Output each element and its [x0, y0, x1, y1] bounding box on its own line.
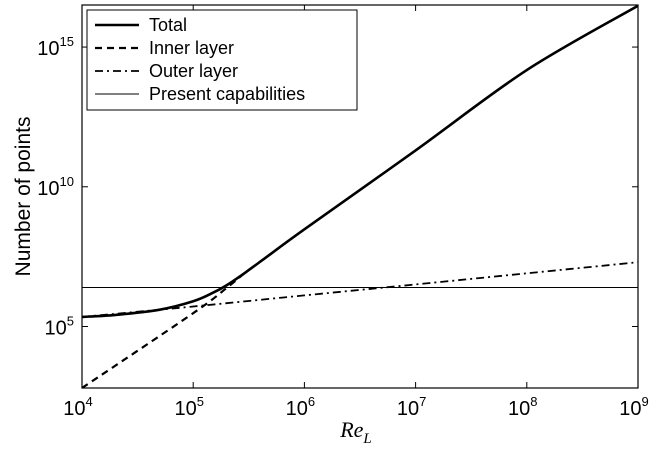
y-axis-label: Number of points	[12, 117, 35, 277]
x-tick-label-9: 109	[619, 394, 648, 420]
series-line-inner-layer	[82, 252, 272, 388]
x-tick-label-5: 105	[174, 394, 203, 420]
x-axis-label-subscript: L	[362, 431, 371, 447]
x-tick-label-7: 107	[397, 394, 426, 420]
legend-box	[86, 9, 358, 111]
x-tick-label-8: 108	[508, 394, 537, 420]
plot-frame	[81, 4, 639, 389]
x-axis-label: ReL	[339, 417, 372, 447]
legend-label-inner-layer: Inner layer	[149, 38, 234, 58]
legend-label-outer-layer: Outer layer	[149, 61, 238, 81]
ticks-layer: 104 105 106 107 108 109 105 1010 1015	[37, 5, 649, 420]
y-tick-label-5: 105	[45, 314, 74, 340]
legend-label-present-capabilities: Present capabilities	[149, 84, 305, 104]
x-tick-label-6: 106	[286, 394, 315, 420]
x-tick-label-4: 104	[63, 394, 92, 420]
legend: Total Inner layer Outer layer Present capab…	[86, 9, 358, 111]
y-tick-label-10: 1010	[37, 174, 74, 200]
series-layer	[82, 5, 638, 388]
legend-label-total: Total	[149, 15, 187, 35]
y-tick-label-15: 1015	[37, 34, 74, 60]
x-axis-label-main: Re	[339, 417, 363, 442]
